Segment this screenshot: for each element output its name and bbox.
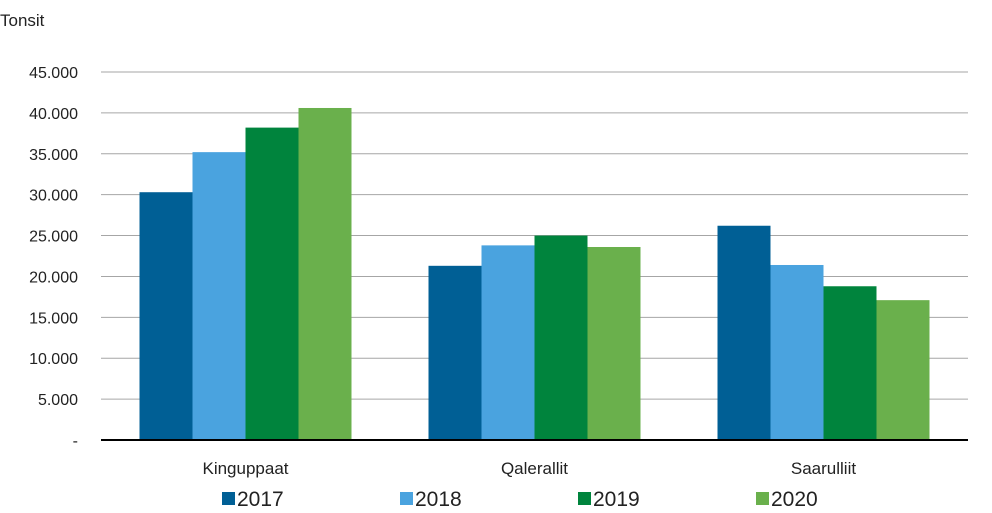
- y-tick-label: 30.000: [29, 188, 78, 205]
- x-category-label: Kinguppaat: [202, 459, 288, 478]
- x-category-label: Saarulliit: [791, 459, 856, 478]
- legend-label-2018: 2018: [415, 488, 462, 511]
- y-tick-label: -: [73, 433, 78, 450]
- y-tick-label: 5.000: [38, 392, 78, 409]
- legend-swatch-2020: [756, 492, 769, 505]
- bar-2019-kinguppaat: [245, 127, 299, 440]
- bar-2018-kinguppaat: [192, 152, 246, 441]
- legend-swatch-2018: [400, 492, 413, 505]
- bar-2017-kinguppaat: [139, 192, 193, 440]
- x-axis-category-labels: Kinguppaat Qalerallit Saarulliit: [202, 459, 856, 478]
- bar-2019-saarulliit: [823, 286, 877, 440]
- legend-label-2019: 2019: [593, 488, 640, 511]
- y-tick-label: 20.000: [29, 269, 78, 286]
- legend-swatch-2019: [578, 492, 591, 505]
- y-tick-label: 40.000: [29, 106, 78, 123]
- bar-2017-qalerallit: [428, 265, 482, 440]
- legend: 2017 2018 2019 2020: [222, 488, 818, 511]
- y-axis-ticks: - 5.000 10.000 15.000 20.000 25.000 30.000 35.0…: [29, 65, 78, 450]
- bar-2020-kinguppaat: [298, 107, 352, 440]
- legend-label-2020: 2020: [771, 488, 818, 511]
- bar-2018-saarulliit: [770, 264, 824, 440]
- y-tick-label: 35.000: [29, 147, 78, 164]
- y-tick-label: 25.000: [29, 229, 78, 246]
- x-category-label: Qalerallit: [501, 459, 568, 478]
- y-tick-label: 15.000: [29, 310, 78, 327]
- bar-2020-saarulliit: [876, 300, 930, 440]
- legend-swatch-2017: [222, 492, 235, 505]
- y-tick-label: 10.000: [29, 351, 78, 368]
- bar-2019-qalerallit: [534, 235, 588, 440]
- bar-2017-saarulliit: [717, 225, 771, 440]
- bars: [139, 107, 930, 441]
- legend-label-2017: 2017: [237, 488, 284, 511]
- bar-2020-qalerallit: [587, 247, 641, 440]
- y-tick-label: 45.000: [29, 65, 78, 82]
- y-axis-unit-label: Tonsit: [0, 11, 45, 30]
- bar-2018-qalerallit: [481, 245, 535, 440]
